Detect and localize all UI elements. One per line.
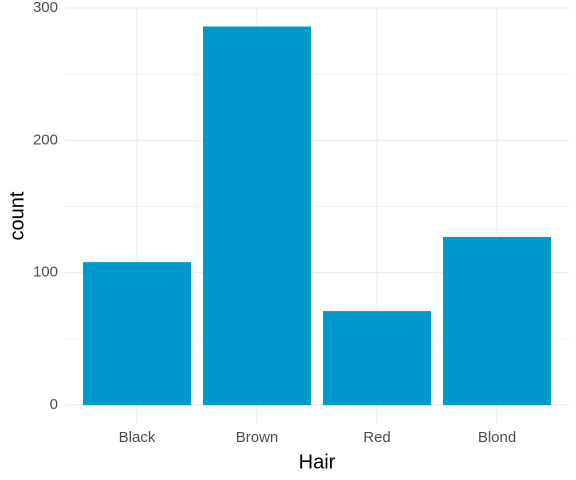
bar [443, 236, 551, 406]
y-tick-label: 300 [33, 0, 58, 16]
bar [323, 311, 431, 406]
x-tick-label: Blond [478, 429, 516, 446]
y-tick-label: 200 [33, 131, 58, 148]
bar [83, 262, 191, 406]
y-axis-title: count [6, 191, 28, 240]
y-tick-label: 100 [33, 264, 58, 281]
x-tick-label: Red [363, 429, 391, 446]
x-axis-title: Hair [299, 451, 336, 473]
y-tick-label: 0 [50, 396, 58, 413]
bar [203, 26, 311, 406]
x-tick-label: Black [119, 429, 156, 446]
x-tick-label: Brown [236, 429, 279, 446]
